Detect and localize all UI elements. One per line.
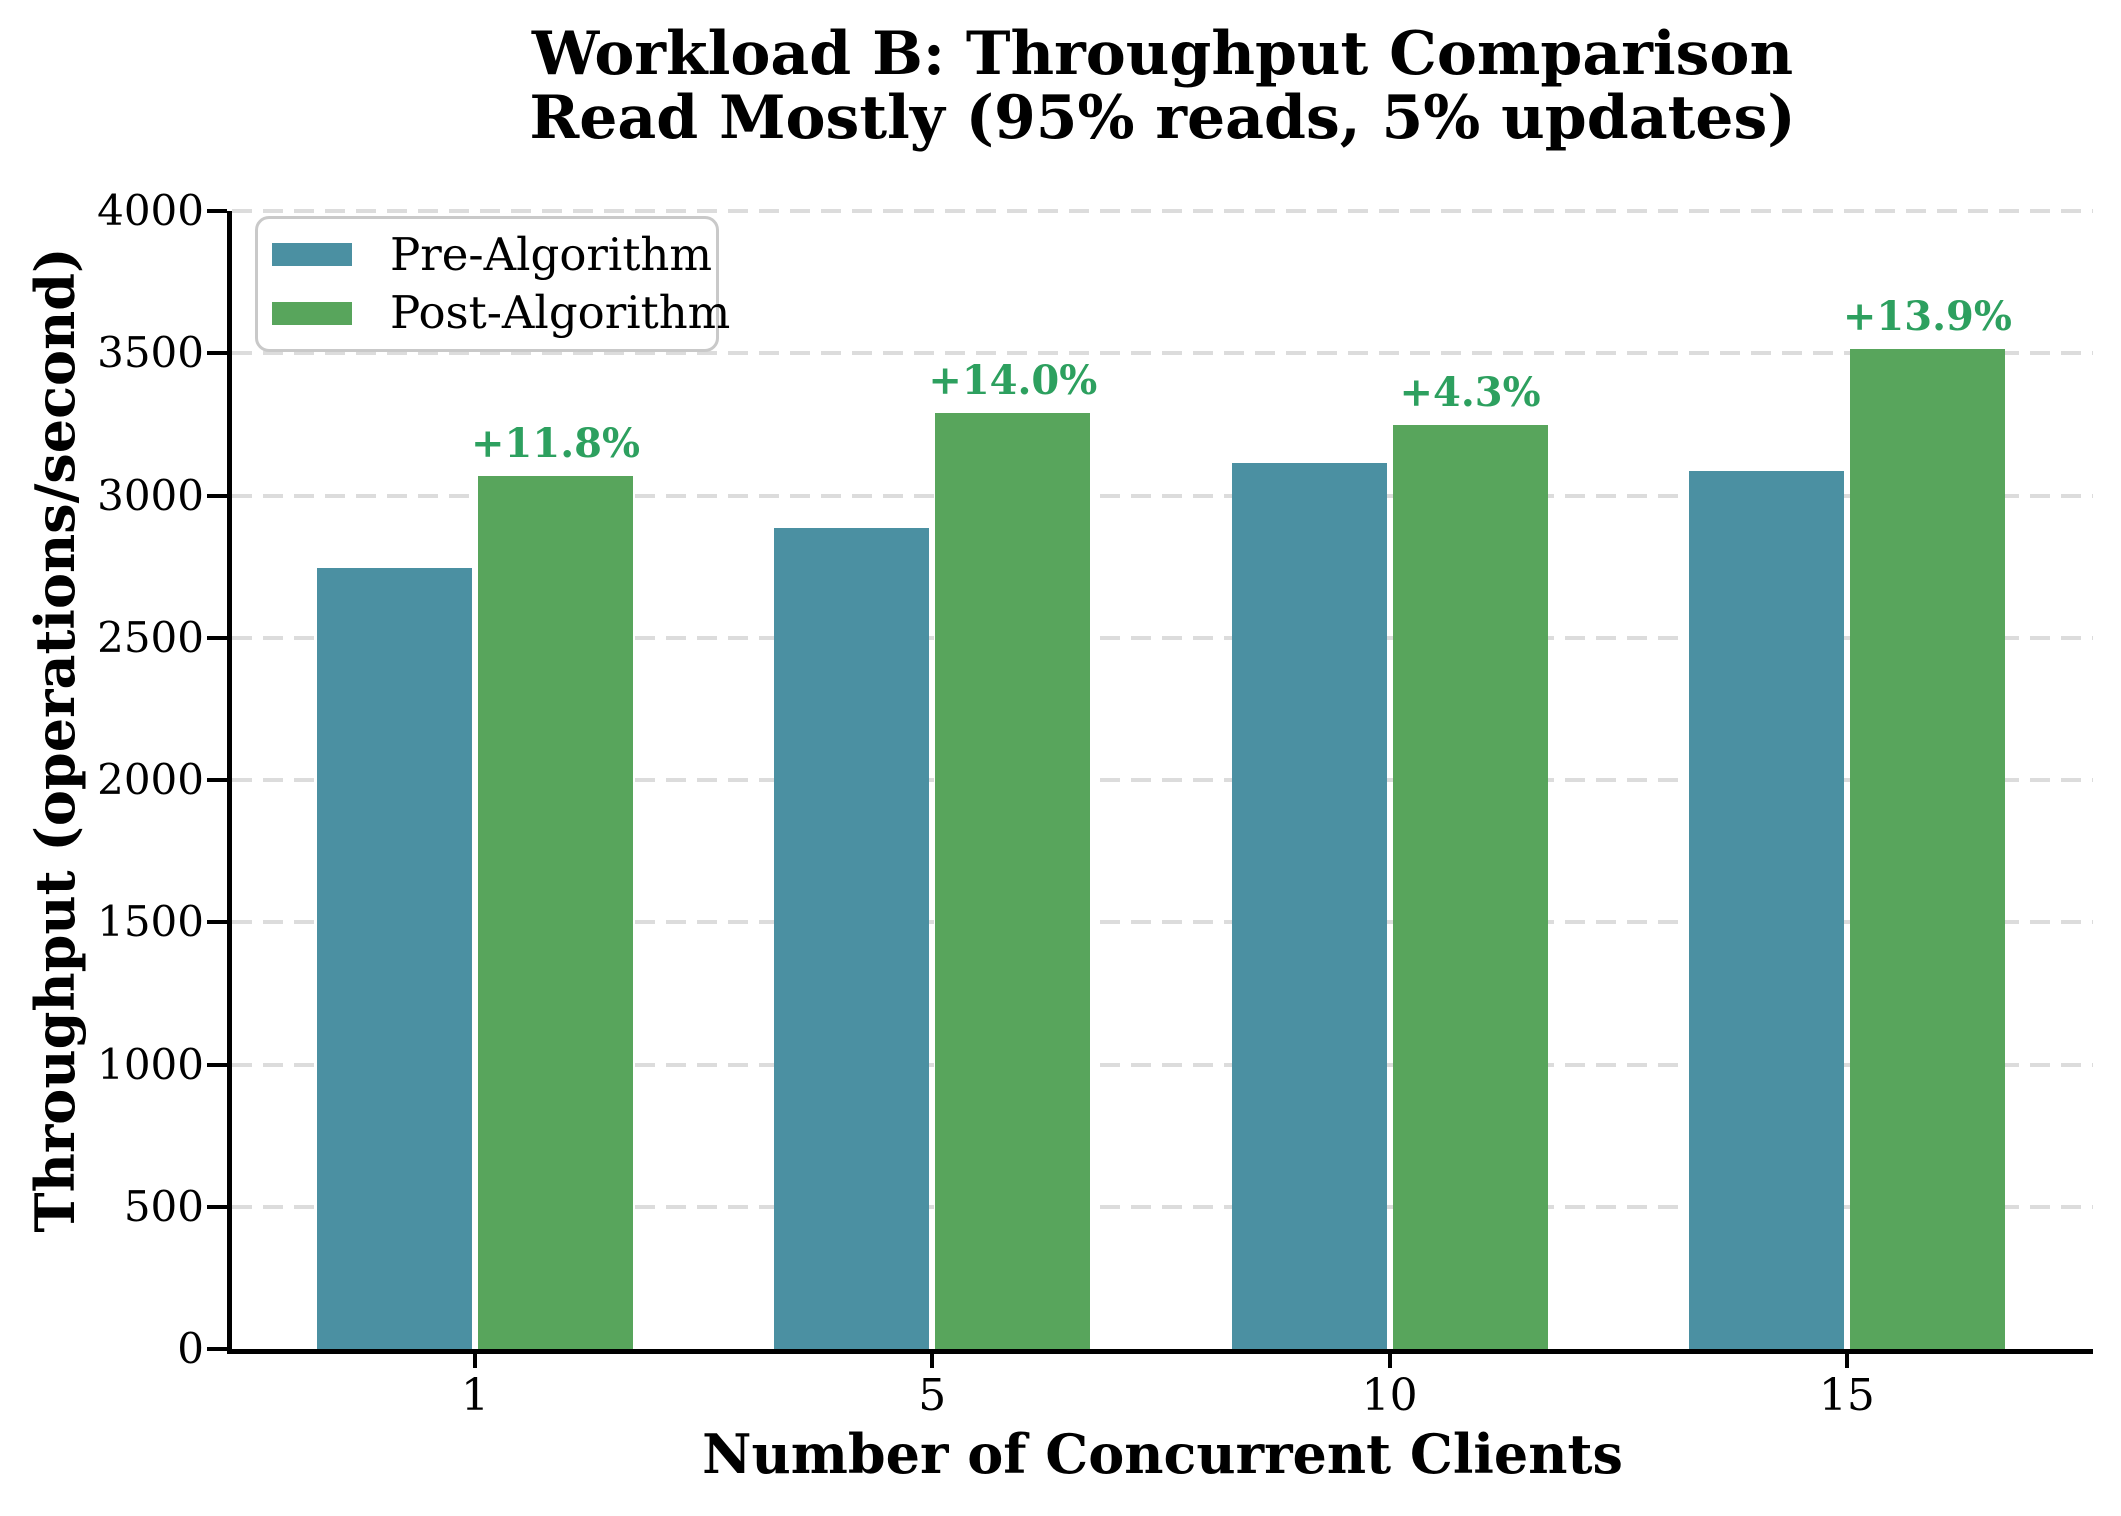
- y-tick-label-1500: 1500: [97, 897, 204, 947]
- x-tick-label-10: 10: [1361, 1370, 1418, 1421]
- bar-post-1: [478, 475, 633, 1349]
- x-tick-label-15: 15: [1818, 1370, 1875, 1421]
- gridline-y-3500: [232, 351, 2093, 356]
- x-tick-1: [473, 1349, 477, 1368]
- bar-pre-1: [317, 568, 472, 1349]
- y-tick-label-2000: 2000: [97, 755, 204, 804]
- annotation-10: +4.3%: [1399, 368, 1541, 416]
- gridline-y-3000: [232, 493, 2093, 498]
- bar-pre-15: [1688, 471, 1844, 1349]
- x-axis-spine: [227, 1349, 2093, 1354]
- y-tick-label-4000: 4000: [97, 186, 204, 235]
- y-tick-500: [207, 1204, 227, 1209]
- bar-post-5: [935, 413, 1091, 1349]
- y-tick-1000: [207, 1062, 227, 1067]
- y-tick-3000: [207, 493, 227, 498]
- plot-area: 0 500 1000 1500 2000 2500 3000 3500 4000 1 5 10 15 +1…: [97, 188, 2093, 1421]
- bar-post-15: [1849, 349, 2005, 1349]
- legend-row-post: Post-Algorithm: [272, 290, 730, 336]
- y-tick-2000: [207, 778, 227, 782]
- gridline-y-4000: [232, 209, 2093, 213]
- legend: Pre-Algorithm Post-Algorithm: [255, 216, 730, 352]
- y-tick-3500: [207, 351, 227, 356]
- chart-title: Workload B: Throughput Comparison Read M…: [232, 22, 2093, 150]
- x-tick-10: [1387, 1349, 1392, 1368]
- bar-pre-10: [1231, 462, 1387, 1349]
- chart-title-line1: Workload B: Throughput Comparison: [531, 19, 1794, 89]
- bar-post-10: [1392, 424, 1548, 1349]
- y-axis-label: Throughput (operations/second): [23, 247, 87, 1233]
- y-tick-0: [207, 1347, 227, 1351]
- gridline-y-2000: [232, 778, 2093, 782]
- y-tick-label-500: 500: [123, 1181, 204, 1231]
- x-tick-label-1: 1: [461, 1370, 489, 1421]
- legend-row-pre: Pre-Algorithm: [272, 227, 716, 281]
- y-tick-1500: [207, 920, 227, 925]
- legend-label-pre: Pre-Algorithm: [390, 227, 713, 281]
- y-tick-label-3500: 3500: [97, 328, 204, 378]
- gridline-y-2500: [232, 635, 2093, 640]
- y-tick-label-2500: 2500: [97, 612, 204, 662]
- annotation-15: +13.9%: [1842, 293, 2012, 341]
- x-tick-5: [930, 1349, 935, 1368]
- gridline-y-500: [232, 1204, 2093, 1209]
- y-axis-spine: [227, 211, 232, 1354]
- annotation-1: +11.8%: [471, 419, 640, 467]
- y-tick-2500: [207, 635, 227, 640]
- y-tick-4000: [207, 209, 227, 213]
- x-axis-label: Number of Concurrent Clients: [702, 1422, 1623, 1486]
- legend-label-post: Post-Algorithm: [390, 286, 731, 340]
- y-tick-label-3000: 3000: [97, 470, 204, 520]
- gridline-y-1500: [232, 920, 2093, 925]
- annotation-5: +14.0%: [928, 357, 1098, 405]
- bar-pre-5: [774, 528, 930, 1349]
- y-tick-label-0: 0: [177, 1324, 204, 1373]
- legend-swatch-post: [272, 301, 352, 325]
- chart-title-line2: Read Mostly (95% reads, 5% updates): [529, 83, 1796, 153]
- legend-swatch-pre: [272, 243, 352, 267]
- gridline-y-1000: [232, 1062, 2093, 1067]
- x-tick-15: [1844, 1349, 1849, 1368]
- y-tick-label-1000: 1000: [97, 1039, 204, 1089]
- x-tick-label-5: 5: [918, 1370, 947, 1421]
